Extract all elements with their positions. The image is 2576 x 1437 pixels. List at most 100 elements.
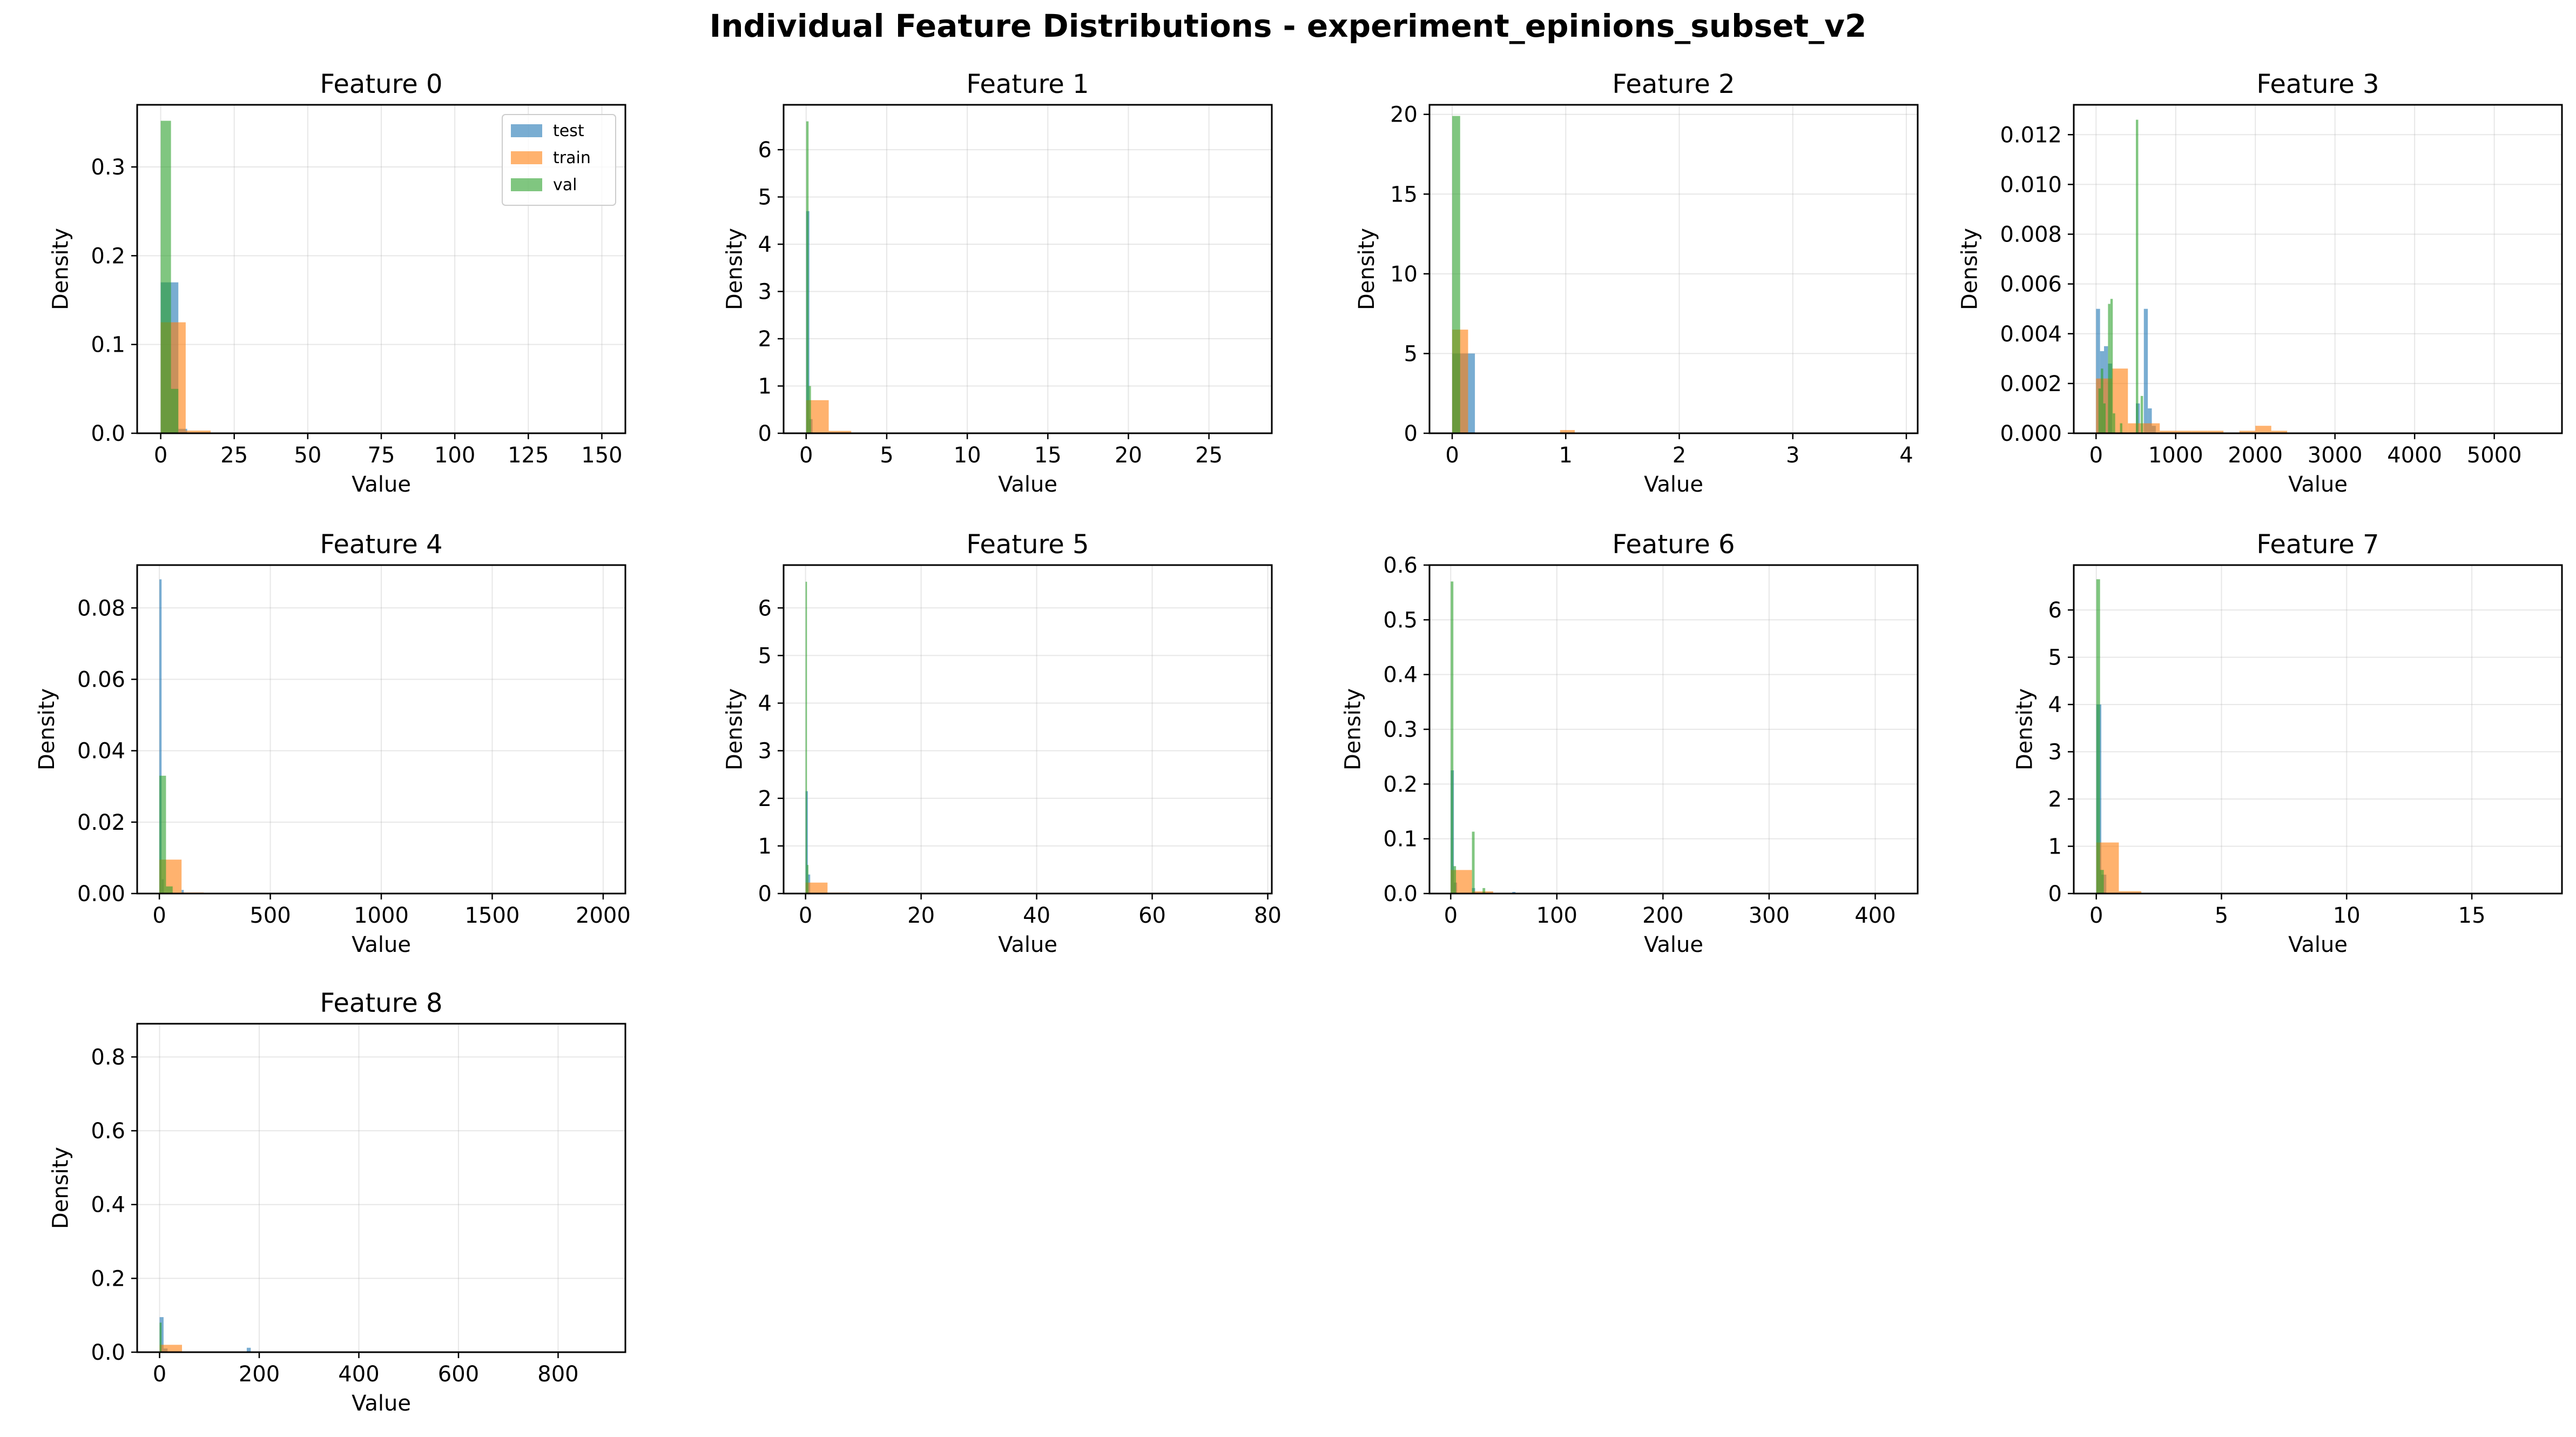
bar-val	[1453, 866, 1456, 894]
x-tick-label: 4000	[2387, 443, 2442, 468]
plot-frame	[1428, 104, 1919, 434]
y-tick-label: 5	[758, 643, 772, 668]
legend-label-test: test	[553, 122, 584, 140]
y-tick-label: 1	[758, 834, 772, 859]
y-tick-label: 0.4	[91, 1193, 125, 1218]
bar-val	[171, 388, 179, 433]
bar-val	[1482, 888, 1486, 894]
bar-val	[2120, 423, 2122, 433]
y-tick-label: 0.0	[91, 421, 125, 446]
y-tick-label: 0.000	[2000, 421, 2062, 446]
x-tick-label: 0	[799, 903, 812, 928]
x-tick-label: 5	[880, 443, 893, 468]
y-tick-label: 0.2	[1383, 772, 1418, 797]
x-tick-label: 600	[438, 1362, 479, 1387]
x-tick-label: 100	[434, 443, 475, 468]
bars-group	[806, 121, 852, 433]
x-tick-label: 0	[2089, 903, 2103, 928]
y-tick-label: 0.004	[2000, 322, 2062, 347]
bar-test	[246, 1347, 251, 1352]
y-tick-label: 5	[758, 185, 772, 210]
subplot-2: 0 1 2 3 4 0 5 10 15 20 Value Density Feature 2	[1354, 69, 1919, 497]
y-tick-label: 2	[758, 327, 772, 352]
y-tick-label: 0.0	[91, 1340, 125, 1365]
x-tick-label: 15	[2458, 903, 2486, 928]
y-tick-label: 0	[758, 421, 772, 446]
bar-val	[805, 581, 807, 894]
bars-group	[805, 581, 849, 894]
y-tick-label: 6	[2048, 598, 2062, 623]
y-tick-label: 0.8	[91, 1045, 125, 1070]
x-tick-label: 15	[1034, 443, 1062, 468]
y-axis-label: Density	[2013, 688, 2038, 770]
subplot-4: 0 500 1000 1500 2000 0.00 0.02 0.04 0.06 0.08 Valu…	[35, 529, 631, 957]
y-tick-label: 4	[758, 691, 772, 716]
y-tick-label: 5	[2048, 646, 2062, 670]
y-tick-label: 0	[758, 882, 772, 906]
x-tick-label: 1000	[354, 903, 409, 928]
x-tick-label: 25	[1195, 443, 1223, 468]
y-tick-label: 3	[2048, 740, 2062, 765]
y-tick-label: 0.5	[1383, 608, 1418, 633]
subplot-7: 0 5 10 15 0 1 2 3 4 5 6 Value Density Feature 7	[2013, 529, 2563, 957]
x-axis-label: Value	[2288, 932, 2348, 957]
x-tick-label: 125	[508, 443, 549, 468]
subplot-5: 0 20 40 60 80 0 1 2 3 4 5 6 Value Density Feature 5	[723, 529, 1282, 957]
y-tick-label: 0.3	[1383, 717, 1418, 742]
y-tick-label: 3	[758, 739, 772, 764]
x-axis-label: Value	[2288, 472, 2348, 497]
bar-train	[2239, 431, 2256, 433]
bar-val	[1451, 581, 1454, 894]
y-tick-label: 0.02	[77, 810, 125, 835]
y-tick-label: 0.008	[2000, 223, 2062, 247]
y-tick-label: 0.0	[1383, 882, 1418, 906]
bar-train	[2119, 891, 2142, 894]
subplot-0: 0 25 50 75 100 125 150 0.0 0.1 0.2 0.3 Value Density…	[49, 69, 626, 497]
bars-group	[159, 579, 204, 894]
bar-val	[1472, 831, 1475, 894]
x-tick-label: 0	[153, 1362, 166, 1387]
y-tick-label: 10	[1390, 262, 1418, 287]
x-tick-label: 0	[1444, 903, 1458, 928]
bar-test	[159, 579, 162, 894]
bar-val	[807, 865, 809, 894]
subplot-title: Feature 1	[966, 69, 1089, 99]
bar-train	[2271, 431, 2288, 433]
x-tick-label: 60	[1138, 903, 1166, 928]
y-tick-label: 15	[1390, 182, 1418, 207]
x-tick-label: 500	[249, 903, 291, 928]
y-axis-label: Density	[723, 228, 747, 310]
y-axis-label: Density	[723, 688, 747, 770]
y-tick-label: 0	[2048, 882, 2062, 906]
x-tick-label: 2000	[576, 903, 631, 928]
bar-val	[806, 121, 809, 433]
y-tick-label: 0.4	[1383, 663, 1418, 688]
y-tick-label: 0.04	[77, 739, 125, 764]
bar-test	[2143, 308, 2148, 433]
subplot-title: Feature 6	[1612, 529, 1735, 560]
x-tick-label: 0	[154, 443, 167, 468]
x-axis-label: Value	[1644, 932, 1703, 957]
bar-test	[1512, 891, 1516, 894]
y-tick-label: 0.012	[2000, 123, 2062, 147]
x-tick-label: 4	[1899, 443, 1913, 468]
y-tick-label: 0.2	[91, 1266, 125, 1291]
plot-frame	[2073, 104, 2563, 434]
y-axis-label: Density	[1354, 228, 1379, 310]
y-tick-label: 2	[2048, 787, 2062, 812]
bars-group	[2096, 119, 2288, 433]
y-tick-label: 6	[758, 138, 772, 163]
bars-group	[2096, 579, 2142, 894]
subplot-1: 0 5 10 15 20 25 0 1 2 3 4 5 6 Value Density Feature 1	[723, 69, 1273, 497]
subplot-title: Feature 5	[966, 529, 1089, 560]
y-tick-label: 0.00	[77, 882, 125, 906]
plot-frame	[783, 104, 1273, 434]
x-tick-label: 5	[2215, 903, 2228, 928]
legend-label-val: val	[553, 176, 577, 194]
bar-val	[2113, 413, 2115, 433]
y-tick-label: 2	[758, 787, 772, 811]
x-axis-label: Value	[998, 932, 1057, 957]
y-tick-label: 0.006	[2000, 272, 2062, 297]
bars-group	[159, 1317, 251, 1352]
y-tick-label: 0.6	[91, 1119, 125, 1144]
